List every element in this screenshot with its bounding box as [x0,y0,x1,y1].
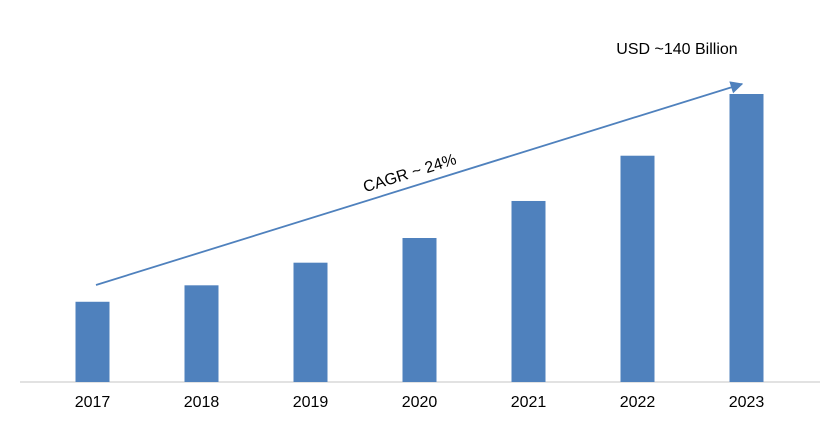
x-tick-label: 2023 [729,394,765,411]
x-tick-label: 2020 [402,394,438,411]
x-tick-label: 2022 [620,394,656,411]
bar [402,238,437,382]
x-tick-label: 2017 [75,394,111,411]
bar [75,301,110,382]
annotation: USD ~140 Billion [616,41,737,58]
bar [729,94,764,382]
bar [620,155,655,382]
x-tick-label: 2018 [184,394,220,411]
x-tick-label: 2019 [293,394,329,411]
bar [511,200,546,382]
trend-arrow [95,81,744,286]
bar [184,285,219,382]
annotation: CAGR ~ 24% [361,151,458,196]
x-tick-label: 2021 [511,394,547,411]
bar [293,262,328,382]
